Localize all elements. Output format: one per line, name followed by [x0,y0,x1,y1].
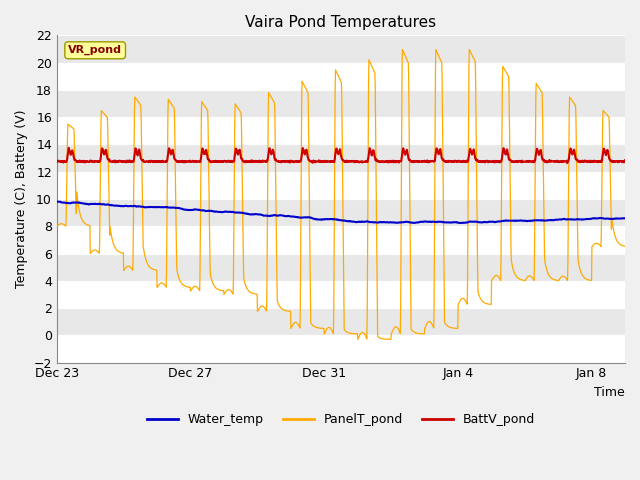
Water_temp [458,220,466,226]
Water_temp [53,199,61,204]
PanelT_pond [621,243,629,249]
Title: Vaira Pond Temperatures: Vaira Pond Temperatures [245,15,436,30]
PanelT_pond [147,264,154,270]
PanelT_pond [195,287,203,292]
PanelT_pond [497,277,504,283]
Water_temp [147,204,154,210]
Text: VR_pond: VR_pond [68,45,122,55]
PanelT_pond [354,336,362,342]
Bar [57,36,625,62]
Bar [57,308,625,336]
Water_temp [621,216,629,221]
Line: PanelT_pond: PanelT_pond [57,49,625,339]
X-axis label: Time: Time [595,386,625,399]
PanelT_pond [68,125,76,131]
BattV_pond [147,158,154,164]
PanelT_pond [465,47,473,52]
Water_temp [358,219,366,225]
BattV_pond [621,157,629,163]
PanelT_pond [53,223,61,229]
Water_temp [54,199,61,204]
PanelT_pond [358,330,366,336]
BattV_pond [563,160,571,166]
Y-axis label: Temperature (C), Battery (V): Temperature (C), Battery (V) [15,110,28,288]
BattV_pond [53,158,61,164]
Water_temp [497,218,504,224]
Line: Water_temp: Water_temp [57,202,625,223]
Water_temp [69,200,77,205]
Line: BattV_pond: BattV_pond [57,148,625,163]
BattV_pond [195,159,203,165]
BattV_pond [69,149,77,155]
BattV_pond [497,158,504,164]
Water_temp [179,206,187,212]
PanelT_pond [179,282,187,288]
Bar [57,199,625,226]
BattV_pond [179,159,187,165]
Water_temp [195,207,203,213]
Bar [57,253,625,281]
Bar [57,144,625,172]
BattV_pond [65,145,72,151]
BattV_pond [358,160,366,166]
Legend: Water_temp, PanelT_pond, BattV_pond: Water_temp, PanelT_pond, BattV_pond [141,408,540,431]
Bar [57,90,625,117]
